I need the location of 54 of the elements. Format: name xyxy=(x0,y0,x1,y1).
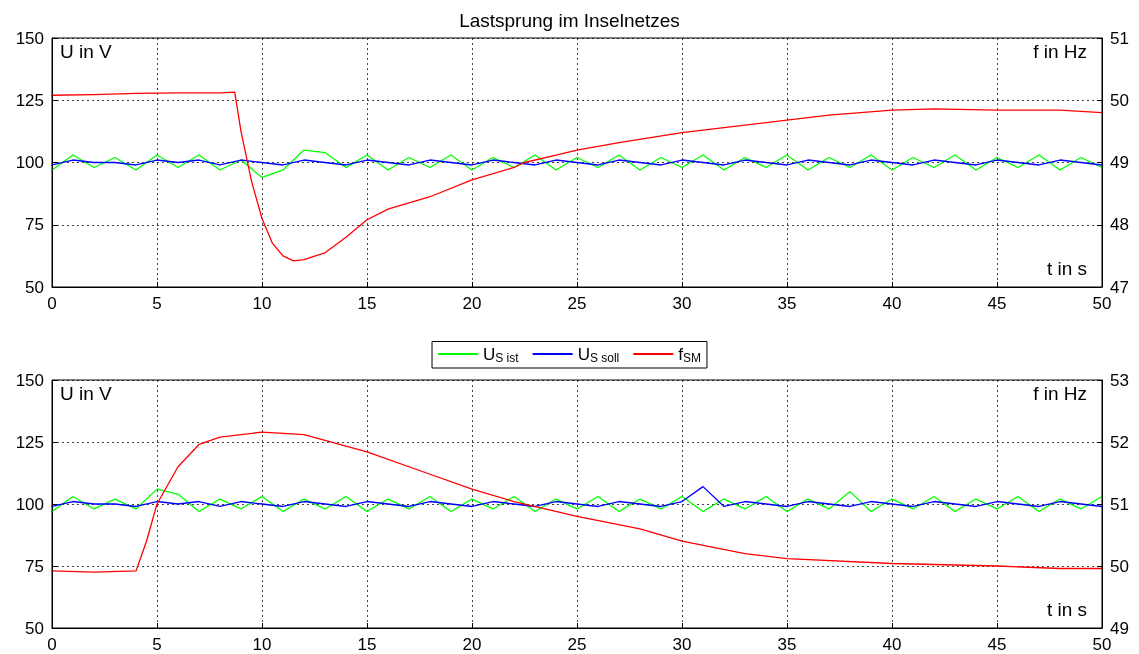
line-series xyxy=(51,485,1103,508)
x-axis-title: t in s xyxy=(1046,258,1087,279)
y-tick-label: 100 xyxy=(15,153,44,172)
y2-tick-label: 48 xyxy=(1110,215,1129,235)
line-series xyxy=(51,91,1103,262)
x-tick-label: 35 xyxy=(777,635,797,654)
x-tick-label: 40 xyxy=(882,635,902,654)
y-tick-label: 150 xyxy=(15,28,44,48)
y2-tick-label: 51 xyxy=(1110,28,1129,48)
y-tick-label: 125 xyxy=(15,432,44,452)
x-tick-label: 30 xyxy=(672,635,692,654)
x-tick-label: 50 xyxy=(1092,635,1112,654)
x-tick-label: 50 xyxy=(1092,294,1112,313)
y-tick-label: 125 xyxy=(15,90,44,110)
y2-tick-label: 51 xyxy=(1110,494,1129,514)
x-tick-label: 10 xyxy=(252,294,272,313)
x-tick-label: 25 xyxy=(567,635,587,654)
line-series xyxy=(51,149,1103,179)
x-tick-label: 5 xyxy=(152,294,162,313)
y2-tick-label: 52 xyxy=(1110,432,1129,452)
x-axis-title: t in s xyxy=(1046,599,1087,620)
y2-tick-label: 53 xyxy=(1110,370,1129,390)
x-tick-label: 0 xyxy=(47,635,57,654)
x-tick-label: 30 xyxy=(672,294,692,313)
y-tick-label: 100 xyxy=(15,494,44,514)
x-tick-label: 15 xyxy=(357,635,377,654)
y-tick-label: 50 xyxy=(25,618,44,638)
x-tick-label: 20 xyxy=(462,294,482,313)
line-series xyxy=(51,431,1103,573)
line-series xyxy=(51,488,1103,513)
y-tick-label: 150 xyxy=(15,370,44,390)
x-tick-label: 45 xyxy=(987,635,1007,654)
x-tick-label: 25 xyxy=(567,294,587,313)
x-tick-label: 40 xyxy=(882,294,902,313)
x-tick-label: 0 xyxy=(47,294,57,313)
x-tick-label: 15 xyxy=(357,294,377,313)
chart-title: Lastsprung im Inselnetzes xyxy=(459,10,680,31)
x-tick-label: 20 xyxy=(462,635,482,654)
y2-tick-label: 49 xyxy=(1110,618,1129,638)
y2-tick-label: 50 xyxy=(1110,90,1129,110)
x-tick-label: 45 xyxy=(987,294,1007,313)
x-tick-label: 5 xyxy=(152,635,162,654)
x-tick-label: 35 xyxy=(777,294,797,313)
y2-tick-label: 50 xyxy=(1110,556,1129,576)
x-tick-label: 10 xyxy=(252,635,272,654)
y-tick-label: 50 xyxy=(25,277,44,297)
y2-tick-label: 47 xyxy=(1110,277,1129,297)
y2-tick-label: 49 xyxy=(1110,153,1129,172)
y-axis-title: U in V xyxy=(60,41,113,62)
y-tick-label: 75 xyxy=(25,215,44,235)
y2-axis-title: f in Hz xyxy=(1033,41,1088,62)
y-tick-label: 75 xyxy=(25,556,44,576)
y-axis-title: U in V xyxy=(60,383,113,404)
y2-axis-title: f in Hz xyxy=(1033,383,1088,404)
